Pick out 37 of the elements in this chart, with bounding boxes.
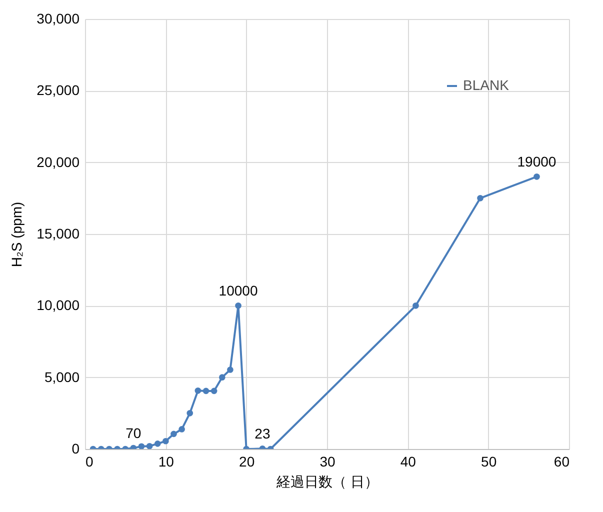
y-tick-label: 25,000 <box>36 82 80 98</box>
point <box>218 374 226 380</box>
x-tick-label: 60 <box>554 454 570 470</box>
x-tick-label: 30 <box>320 454 336 470</box>
point <box>154 440 161 447</box>
data-label: 70 <box>126 424 142 441</box>
point <box>170 430 177 438</box>
x-tick-label: 40 <box>400 454 416 470</box>
x-tick-label: 20 <box>239 454 255 470</box>
legend-label: BLANK <box>463 77 510 93</box>
y-axis-title: H₂S (ppm) <box>8 202 25 268</box>
x-axis-title: 経過日数（ 日） <box>276 474 378 490</box>
point <box>534 174 540 180</box>
point <box>186 410 194 416</box>
y-tick-label: 30,000 <box>36 10 80 26</box>
point <box>210 388 218 394</box>
y-tick-label: 5,000 <box>44 368 80 385</box>
point <box>412 302 419 309</box>
point <box>227 366 234 373</box>
point <box>178 426 185 432</box>
data-label: 23 <box>254 426 270 442</box>
point <box>138 443 145 449</box>
point <box>162 438 169 444</box>
point <box>194 388 202 394</box>
data-label: 10000 <box>218 282 258 299</box>
point <box>202 388 210 394</box>
point <box>477 195 484 202</box>
x-tick-label: 50 <box>481 454 497 470</box>
y-tick-label: 10,000 <box>36 297 80 314</box>
x-tick-label: 0 <box>86 454 94 470</box>
y-tick-label: 15,000 <box>36 226 80 242</box>
point <box>146 442 153 449</box>
data-label: 19000 <box>517 154 556 170</box>
y-tick-label: 20,000 <box>36 154 80 170</box>
x-tick-label: 10 <box>158 454 174 470</box>
y-tick-label: 0 <box>72 440 80 456</box>
point <box>235 302 242 309</box>
